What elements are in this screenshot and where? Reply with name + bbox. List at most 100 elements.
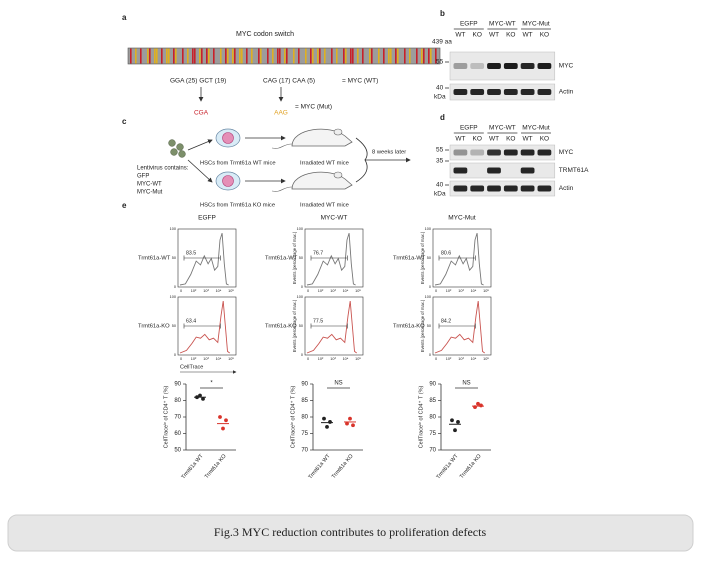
hist-y-tick: 50 bbox=[299, 256, 303, 260]
codon-stripe bbox=[345, 48, 347, 64]
data-point bbox=[201, 396, 205, 401]
lane-label: KO bbox=[506, 32, 515, 39]
hist-x-tick: 10³ bbox=[203, 357, 209, 361]
hist-y-tick: 100 bbox=[170, 227, 176, 231]
mouse-ear bbox=[333, 128, 343, 136]
codon-stripe bbox=[383, 48, 385, 64]
codon-stripe bbox=[397, 48, 399, 64]
band bbox=[503, 149, 518, 156]
codon-stripe bbox=[357, 48, 359, 64]
y-tick-label: 90 bbox=[301, 382, 308, 388]
wt-codons: CAG (17) CAA (5) bbox=[263, 78, 315, 85]
codon-stripe bbox=[279, 48, 281, 64]
band bbox=[503, 63, 518, 69]
codon-stripe bbox=[232, 48, 234, 64]
hist-y-tick: 0 bbox=[429, 285, 431, 289]
blot-membrane bbox=[449, 83, 556, 101]
data-point bbox=[476, 401, 480, 406]
codon-stripe bbox=[430, 48, 432, 64]
caption-box bbox=[7, 514, 694, 552]
hist-x-tick: 10³ bbox=[330, 289, 336, 293]
codon-stripe bbox=[350, 48, 352, 64]
band bbox=[503, 89, 518, 95]
codon-stripe bbox=[199, 48, 201, 64]
x-tick-label: Trmt61a KO bbox=[204, 453, 228, 480]
histogram-frame bbox=[304, 228, 364, 288]
mw-unit: kDa bbox=[434, 191, 446, 198]
data-point bbox=[328, 420, 332, 424]
hist-y-tick: 50 bbox=[172, 324, 176, 328]
data-point bbox=[198, 393, 202, 398]
hist-x-tick: 10² bbox=[318, 357, 324, 361]
hist-x-tick: 0 bbox=[180, 289, 182, 293]
arrow bbox=[187, 159, 213, 183]
band bbox=[520, 89, 535, 95]
codon-stripe bbox=[251, 48, 253, 64]
codon-stripe bbox=[241, 48, 243, 64]
y-tick-label: 60 bbox=[174, 431, 181, 437]
y-tick-label: 85 bbox=[429, 398, 436, 404]
codon-stripe bbox=[312, 48, 314, 64]
histogram-curve bbox=[306, 232, 356, 286]
band bbox=[537, 185, 552, 192]
y-axis-label: CellTraceˡᵒ of CD4⁺ T (%) bbox=[289, 386, 296, 449]
histogram-frame bbox=[432, 296, 492, 356]
mw-marker: 55 bbox=[436, 59, 444, 66]
genotype-label: Trmt61a-KO bbox=[393, 324, 425, 330]
codon-stripe bbox=[187, 48, 189, 64]
lentivirus-item: MYC-Mut bbox=[137, 190, 163, 196]
lane-label: WT bbox=[489, 136, 499, 143]
codon-stripe bbox=[192, 48, 194, 64]
band bbox=[520, 167, 535, 174]
significance: NS bbox=[334, 381, 342, 387]
recipient-label: Irradiated WT mice bbox=[300, 203, 349, 209]
codon-stripe bbox=[409, 48, 411, 64]
virus-icon bbox=[178, 150, 186, 158]
codon-stripe bbox=[175, 48, 177, 64]
hsc-label: HSCs from Trmt61a KO mice bbox=[200, 203, 275, 209]
hist-x-tick: 10⁵ bbox=[355, 357, 361, 361]
group-label: MYC-Mut bbox=[522, 21, 550, 28]
codon-stripe bbox=[336, 48, 338, 64]
mw-unit: kDa bbox=[434, 94, 446, 101]
lane-label: KO bbox=[472, 136, 481, 143]
codon-stripe bbox=[194, 48, 196, 64]
histogram-curve bbox=[306, 301, 357, 354]
data-point bbox=[348, 416, 352, 421]
codon-stripe bbox=[388, 48, 390, 64]
codon-stripe bbox=[310, 48, 312, 64]
band bbox=[487, 185, 501, 192]
codon-stripe bbox=[140, 48, 142, 64]
codon-stripe bbox=[324, 48, 326, 64]
codon-stripe bbox=[286, 48, 288, 64]
hist-x-tick: 10³ bbox=[203, 289, 209, 293]
mouse-icon bbox=[291, 128, 353, 147]
histogram-frame bbox=[177, 228, 237, 288]
recipient-label: Irradiated WT mice bbox=[300, 161, 349, 167]
mut-codon: CGA bbox=[194, 110, 209, 117]
codon-stripe bbox=[182, 48, 184, 64]
codon-stripe bbox=[277, 48, 279, 64]
mw-marker: 40 bbox=[436, 85, 444, 92]
y-tick-label: 80 bbox=[429, 415, 436, 421]
band bbox=[470, 149, 485, 156]
hist-y-tick: 0 bbox=[174, 353, 176, 357]
y-tick-label: 70 bbox=[174, 415, 181, 421]
histogram-frame bbox=[304, 296, 364, 356]
lane-label: WT bbox=[523, 136, 533, 143]
codon-stripe bbox=[421, 48, 423, 64]
group-label: MYC-WT bbox=[489, 21, 516, 28]
x-tick-label: Trmt61a WT bbox=[308, 453, 333, 481]
data-point bbox=[224, 418, 228, 423]
hist-y-tick: 50 bbox=[172, 256, 176, 260]
band bbox=[520, 149, 535, 156]
y-tick-label: 90 bbox=[429, 382, 436, 388]
histogram-curve bbox=[179, 301, 230, 354]
blot-label: Actin bbox=[559, 185, 574, 192]
hist-x-tick: 10⁴ bbox=[343, 357, 349, 361]
y-tick-label: 75 bbox=[301, 431, 308, 437]
genotype-label: Trmt61a-KO bbox=[265, 324, 297, 330]
hist-x-tick: 10² bbox=[318, 289, 324, 293]
codon-stripe bbox=[284, 48, 286, 64]
